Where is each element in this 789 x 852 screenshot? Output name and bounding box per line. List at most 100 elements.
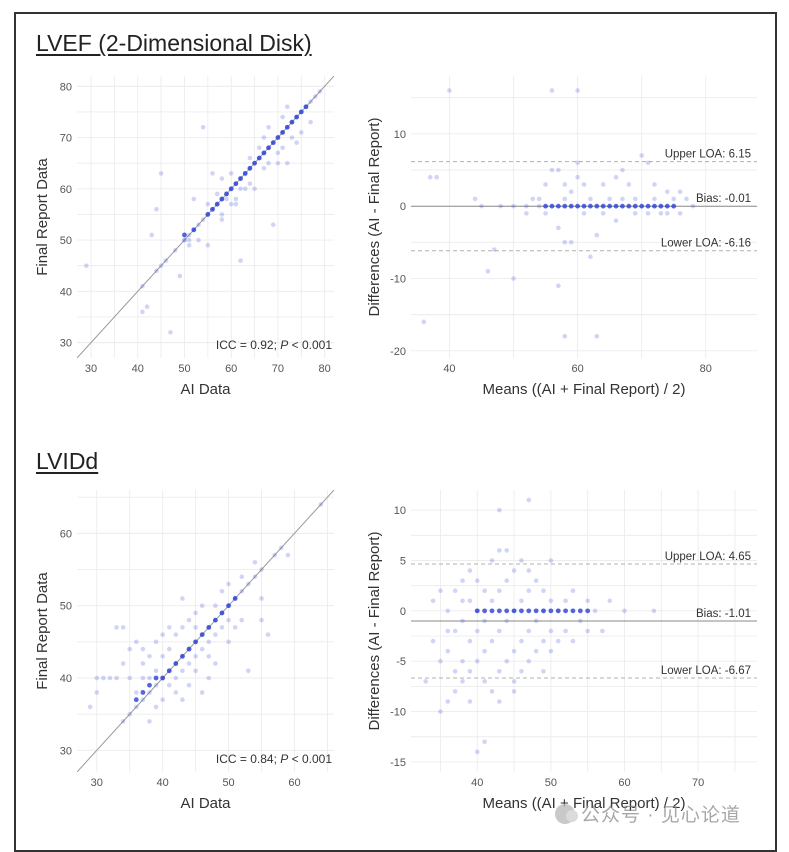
upper-loa-label: Upper LOA: 6.15 bbox=[665, 149, 751, 161]
data-point bbox=[114, 625, 119, 630]
section-title-lvef: LVEF (2-Dimensional Disk) bbox=[36, 30, 312, 56]
lvef-ba-plot-area bbox=[411, 88, 757, 339]
lvef-ba-chart: 40 60 80 -20 -10 0 10 Means ((AI + Final Report… bbox=[366, 76, 757, 398]
data-point bbox=[226, 639, 231, 645]
data-point bbox=[562, 240, 568, 245]
data-point-dense bbox=[193, 639, 199, 645]
data-point bbox=[570, 588, 576, 594]
data-point-dense bbox=[482, 608, 488, 614]
data-point bbox=[219, 625, 225, 630]
data-point bbox=[160, 697, 165, 702]
data-point bbox=[511, 648, 517, 654]
y-tick-label: 70 bbox=[60, 133, 72, 145]
data-point bbox=[445, 699, 451, 704]
data-point bbox=[658, 211, 664, 216]
data-point bbox=[228, 171, 234, 176]
data-point bbox=[651, 608, 657, 614]
data-point bbox=[199, 690, 205, 695]
data-point-dense bbox=[166, 668, 172, 674]
data-point bbox=[200, 217, 206, 222]
data-point bbox=[147, 654, 152, 659]
data-point bbox=[600, 182, 606, 187]
data-point bbox=[482, 618, 487, 624]
data-point bbox=[482, 739, 487, 745]
data-point bbox=[127, 646, 133, 652]
data-point bbox=[482, 588, 487, 594]
data-point-dense bbox=[160, 675, 166, 681]
data-point bbox=[210, 171, 215, 176]
data-point bbox=[219, 217, 225, 222]
data-point bbox=[127, 711, 133, 717]
data-point bbox=[166, 625, 172, 630]
data-point bbox=[120, 719, 126, 724]
lower-loa-label: Lower LOA: -6.67 bbox=[661, 665, 751, 677]
lvef-scatter-plot-area bbox=[77, 76, 334, 358]
data-point bbox=[270, 222, 276, 227]
data-point bbox=[504, 578, 510, 583]
data-point bbox=[504, 548, 510, 553]
data-point bbox=[620, 167, 625, 173]
data-point-dense bbox=[140, 690, 146, 695]
data-point bbox=[182, 237, 187, 243]
x-tick-label: 40 bbox=[471, 777, 483, 789]
p-value-text: < 0.001 bbox=[288, 338, 332, 352]
data-point-dense bbox=[266, 145, 271, 151]
data-point bbox=[193, 625, 198, 630]
data-point bbox=[213, 661, 218, 666]
data-point bbox=[134, 639, 139, 645]
data-point bbox=[153, 639, 159, 645]
data-point bbox=[247, 155, 253, 161]
data-point-dense bbox=[289, 119, 295, 125]
data-point-dense bbox=[504, 608, 510, 614]
data-point bbox=[555, 638, 561, 644]
data-point bbox=[588, 254, 593, 260]
x-tick-label: 70 bbox=[692, 777, 704, 789]
data-point bbox=[684, 196, 689, 202]
data-point bbox=[452, 668, 458, 674]
data-point bbox=[519, 668, 524, 674]
data-point bbox=[259, 596, 264, 601]
data-point bbox=[533, 648, 539, 654]
data-point bbox=[149, 232, 155, 238]
data-point bbox=[533, 578, 539, 583]
lvidd-ba-chart: 40 50 60 70 -15 -10 -5 0 5 10 Means ((AI + Final R… bbox=[366, 490, 757, 812]
watermark: 公众号 · 见心论道 bbox=[555, 800, 741, 827]
data-point bbox=[193, 610, 198, 616]
data-point bbox=[317, 89, 323, 94]
data-point bbox=[548, 598, 554, 604]
data-point bbox=[252, 560, 258, 565]
data-point bbox=[671, 196, 677, 202]
data-point bbox=[239, 617, 245, 623]
data-point bbox=[186, 242, 192, 248]
section-title-lvidd: LVIDd bbox=[36, 448, 99, 474]
data-point bbox=[144, 304, 150, 310]
data-point-dense bbox=[541, 608, 546, 614]
y-tick-label: 60 bbox=[60, 528, 72, 540]
data-point-dense bbox=[511, 608, 517, 614]
data-point bbox=[219, 176, 225, 181]
data-point bbox=[511, 276, 516, 281]
data-point bbox=[568, 240, 574, 245]
data-point bbox=[160, 632, 165, 637]
data-point bbox=[284, 104, 290, 110]
data-point bbox=[460, 679, 465, 684]
data-point bbox=[193, 654, 198, 659]
data-point bbox=[206, 675, 212, 681]
data-point-dense bbox=[607, 203, 613, 209]
data-point bbox=[652, 182, 657, 187]
data-point bbox=[498, 203, 504, 209]
data-point-dense bbox=[270, 140, 276, 146]
data-point-dense bbox=[652, 203, 657, 209]
data-point-dense bbox=[210, 206, 215, 212]
data-point bbox=[549, 167, 555, 173]
y-tick-label: 10 bbox=[394, 129, 406, 141]
data-point bbox=[563, 598, 568, 604]
data-point bbox=[467, 568, 473, 573]
data-point bbox=[452, 628, 458, 634]
lower-loa-label: Lower LOA: -6.16 bbox=[661, 238, 751, 250]
data-point bbox=[186, 232, 192, 238]
data-point bbox=[447, 88, 452, 93]
data-point bbox=[519, 638, 524, 644]
data-point bbox=[489, 598, 495, 604]
data-point bbox=[421, 319, 427, 325]
